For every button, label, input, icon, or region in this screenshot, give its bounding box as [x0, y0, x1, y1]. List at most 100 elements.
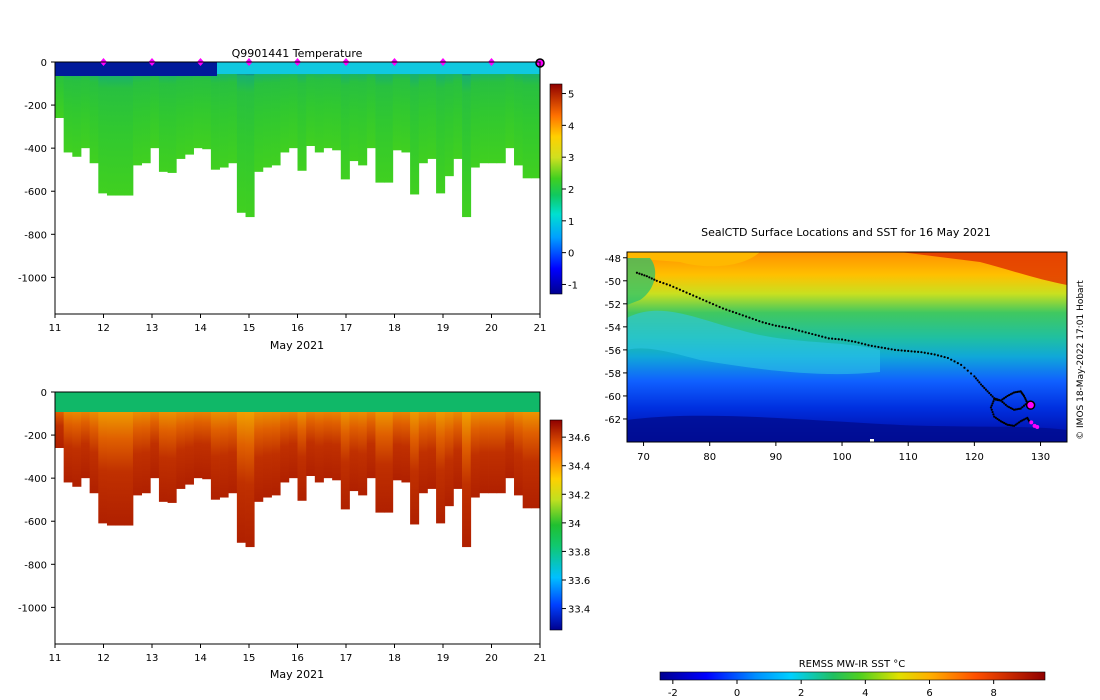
sst-colorbar-tick-label: 2	[798, 688, 804, 699]
colorbar-tick-label: 4	[568, 121, 574, 132]
track-point	[1003, 397, 1006, 400]
profile-column	[332, 62, 342, 151]
track-point	[774, 324, 777, 327]
track-point	[1017, 390, 1021, 393]
track-point	[930, 352, 933, 356]
profile-column	[375, 62, 385, 183]
x-tick-label: 21	[534, 323, 547, 334]
colorbar-tick-label: -1	[568, 280, 578, 291]
track-point	[1022, 394, 1026, 398]
track-point	[721, 307, 725, 310]
salinity-profiles	[55, 392, 541, 548]
profile-column	[366, 62, 376, 149]
profile-column	[314, 62, 324, 153]
track-point	[688, 292, 691, 296]
lat-tick-label: -54	[605, 323, 621, 334]
sst-missing-data	[870, 439, 874, 442]
track-point	[837, 338, 840, 341]
profile-column	[401, 62, 411, 153]
profile-column	[271, 62, 281, 166]
track-point	[897, 349, 900, 352]
colorbar-tick-label: 34.2	[568, 490, 590, 501]
profile-column	[228, 392, 238, 494]
profile-column	[236, 62, 246, 213]
track-point	[685, 291, 688, 294]
track-point	[653, 278, 656, 281]
track-point	[662, 281, 665, 285]
profile-column	[167, 62, 177, 173]
profile-column	[531, 62, 541, 179]
sst-colorbar	[659, 671, 1046, 681]
profile-column	[314, 392, 324, 483]
profile-column	[444, 62, 454, 177]
lat-tick-label: -52	[605, 300, 621, 311]
profile-column	[63, 62, 73, 153]
sst-map-panel: SealCTD Surface Locations and SST for 16…	[605, 226, 1086, 699]
track-point	[735, 311, 738, 315]
profile-column	[531, 392, 541, 509]
profile-column	[254, 62, 264, 172]
track-point	[1004, 403, 1007, 406]
profile-column	[306, 392, 316, 476]
profile-column	[453, 62, 463, 159]
track-point	[996, 417, 999, 421]
profile-column	[124, 62, 134, 196]
map-title: SealCTD Surface Locations and SST for 16…	[701, 226, 991, 239]
track-point	[682, 290, 685, 293]
profile-column	[176, 392, 186, 489]
profile-column	[488, 62, 498, 164]
track-point	[907, 349, 910, 353]
profile-column	[470, 392, 480, 498]
track-point	[1021, 406, 1024, 409]
track-point	[992, 400, 995, 403]
temperature-x-axis: 11 12 13 14 15 16 17 18 19 20 21	[49, 314, 547, 334]
track-point	[893, 348, 897, 351]
lon-tick-label: 110	[899, 452, 918, 463]
track-point	[998, 399, 1001, 402]
profile-column	[470, 62, 480, 168]
track-point	[1014, 423, 1017, 426]
track-point	[817, 334, 820, 337]
temperature-cold-surface-layer	[55, 62, 217, 76]
map-longitude-axis: 70 80 90 100 110 120 130	[637, 442, 1050, 463]
x-tick-label: 19	[437, 653, 450, 664]
track-point	[754, 318, 758, 322]
track-point	[695, 295, 698, 299]
lat-tick-label: -48	[605, 254, 621, 265]
track-point	[999, 420, 1002, 423]
x-tick-label: 17	[340, 323, 353, 334]
profile-column	[522, 392, 532, 509]
y-tick-label: -200	[24, 101, 47, 112]
track-point	[989, 393, 993, 396]
profile-column	[505, 392, 515, 479]
track-point	[1019, 407, 1022, 410]
track-point	[966, 369, 969, 372]
track-point	[953, 360, 956, 363]
track-point	[1003, 421, 1006, 425]
sst-hot-northeast	[900, 252, 1067, 285]
profile-column	[80, 392, 91, 479]
track-point	[850, 340, 854, 343]
track-point	[1023, 396, 1026, 399]
track-point	[880, 346, 883, 349]
track-point	[976, 379, 979, 382]
x-tick-label: 19	[437, 323, 450, 334]
track-point	[824, 336, 827, 339]
profile-column	[132, 62, 143, 166]
lon-tick-label: 100	[832, 452, 851, 463]
track-point	[979, 383, 983, 386]
profile-column	[158, 62, 168, 172]
track-point	[658, 280, 662, 284]
track-point	[981, 385, 984, 388]
sst-polar-front	[627, 310, 880, 375]
track-point	[751, 317, 754, 320]
lon-tick-label: 70	[637, 452, 650, 463]
profile-column	[89, 392, 99, 494]
profile-column	[176, 62, 186, 159]
x-tick-label: 11	[49, 653, 62, 664]
salinity-colorbar	[549, 419, 563, 631]
profile-column	[514, 62, 524, 166]
track-point	[741, 314, 744, 317]
track-point	[923, 351, 926, 354]
y-tick-label: 0	[41, 388, 47, 399]
